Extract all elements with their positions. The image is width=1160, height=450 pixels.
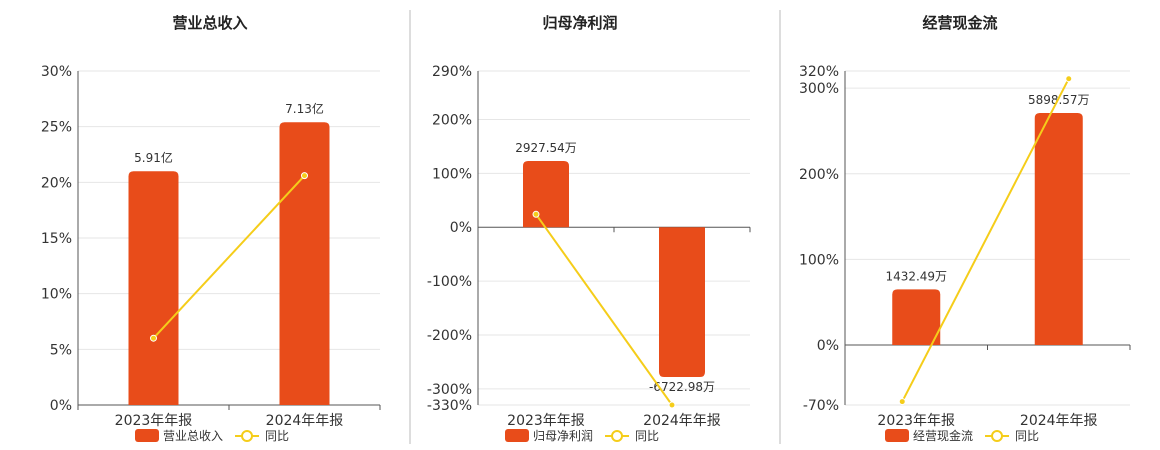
chart-1-title: 营业总收入	[172, 14, 247, 32]
chart-2-y-tick-label: 100%	[432, 166, 472, 182]
chart-2-legend-line-label: 同比	[635, 429, 659, 443]
chart-1-yoy-point	[150, 334, 157, 342]
chart-2-bar-value-label: -6722.98万	[649, 380, 715, 394]
chart-1-legend-bar-swatch	[135, 429, 159, 442]
chart-2-y-tick-label: -100%	[427, 274, 472, 290]
chart-2-y-tick-label: -200%	[427, 328, 472, 344]
chart-1-yoy-line	[152, 174, 306, 339]
chart-1-yoy-point	[301, 172, 308, 180]
chart-2-bar-value-label: 2927.54万	[515, 141, 577, 155]
chart-1-y-tick-label: 15%	[41, 231, 72, 247]
chart-3-legend-line-label: 同比	[1015, 429, 1039, 443]
chart-3-bar-value-label: 1432.49万	[885, 269, 947, 283]
chart-3-y-tick-label: 300%	[799, 81, 839, 97]
chart-2-title: 归母净利润	[542, 14, 617, 32]
chart-1-y-tick-label: 0%	[50, 398, 72, 414]
chart-2-y-tick-label: -330%	[427, 398, 472, 414]
chart-1-y-tick-label: 25%	[41, 120, 72, 136]
chart-2-x-tick-label: 2023年年报	[507, 413, 585, 429]
chart-2-y-tick-label: 200%	[432, 112, 472, 128]
chart-2-yoy-point	[532, 210, 540, 218]
chart-1-bar-value-label: 7.13亿	[285, 101, 324, 116]
chart-1-bar-value-label: 5.91亿	[134, 150, 173, 165]
chart-3-yoy-line	[901, 78, 1070, 403]
chart-2-bar	[659, 227, 705, 377]
chart-3-legend-bar-label: 经营现金流	[913, 428, 973, 443]
chart-3-y-tick-label: 100%	[799, 252, 839, 268]
chart-2-legend-bar-swatch	[505, 429, 529, 442]
chart-3-y-tick-label: 320%	[799, 64, 839, 80]
chart-2-y-tick-label: 0%	[450, 220, 472, 236]
chart-1-y-tick-label: 10%	[41, 287, 72, 303]
chart-3-yoy-point	[898, 398, 906, 406]
chart-1-y-tick-label: 20%	[41, 175, 72, 191]
chart-3-x-tick-label: 2024年年报	[1020, 413, 1098, 429]
chart-3-bar	[1034, 112, 1083, 346]
chart-3-y-tick-label: 200%	[799, 167, 839, 183]
chart-2-legend-bar-label: 归母净利润	[533, 429, 593, 443]
chart-1-legend-bar-label: 营业总收入	[163, 429, 223, 443]
chart-3-y-tick-label: -70%	[803, 398, 839, 414]
chart-3-legend-line-marker	[991, 430, 1004, 442]
chart-3-x-tick-label: 2023年年报	[877, 413, 955, 429]
chart-1-legend-line-marker	[241, 430, 254, 442]
chart-2-y-tick-label: 290%	[432, 64, 472, 80]
chart-1-legend-line-label: 同比	[265, 429, 289, 443]
chart-3-y-tick-label: 0%	[817, 338, 839, 354]
chart-3-bar	[892, 289, 941, 346]
chart-2-y-tick-label: -300%	[427, 382, 472, 398]
chart-3-yoy-point	[1065, 75, 1073, 83]
chart-1-y-tick-label: 30%	[41, 64, 72, 80]
chart-2-x-tick-label: 2024年年报	[643, 413, 721, 429]
chart-2-bar	[523, 160, 569, 228]
chart-2-yoy-point	[668, 401, 676, 409]
chart-2-legend-line-marker	[611, 430, 624, 442]
chart-1-y-tick-label: 5%	[50, 342, 72, 358]
chart-1-x-tick-label: 2023年年报	[115, 413, 193, 429]
chart-1-x-tick-label: 2024年年报	[266, 413, 344, 429]
chart-2-yoy-line	[535, 213, 673, 406]
chart-3-legend-bar-swatch	[885, 429, 909, 442]
chart-1-bar	[128, 171, 179, 405]
chart-1-bar	[279, 122, 330, 406]
chart-3-title: 经营现金流	[922, 14, 997, 32]
